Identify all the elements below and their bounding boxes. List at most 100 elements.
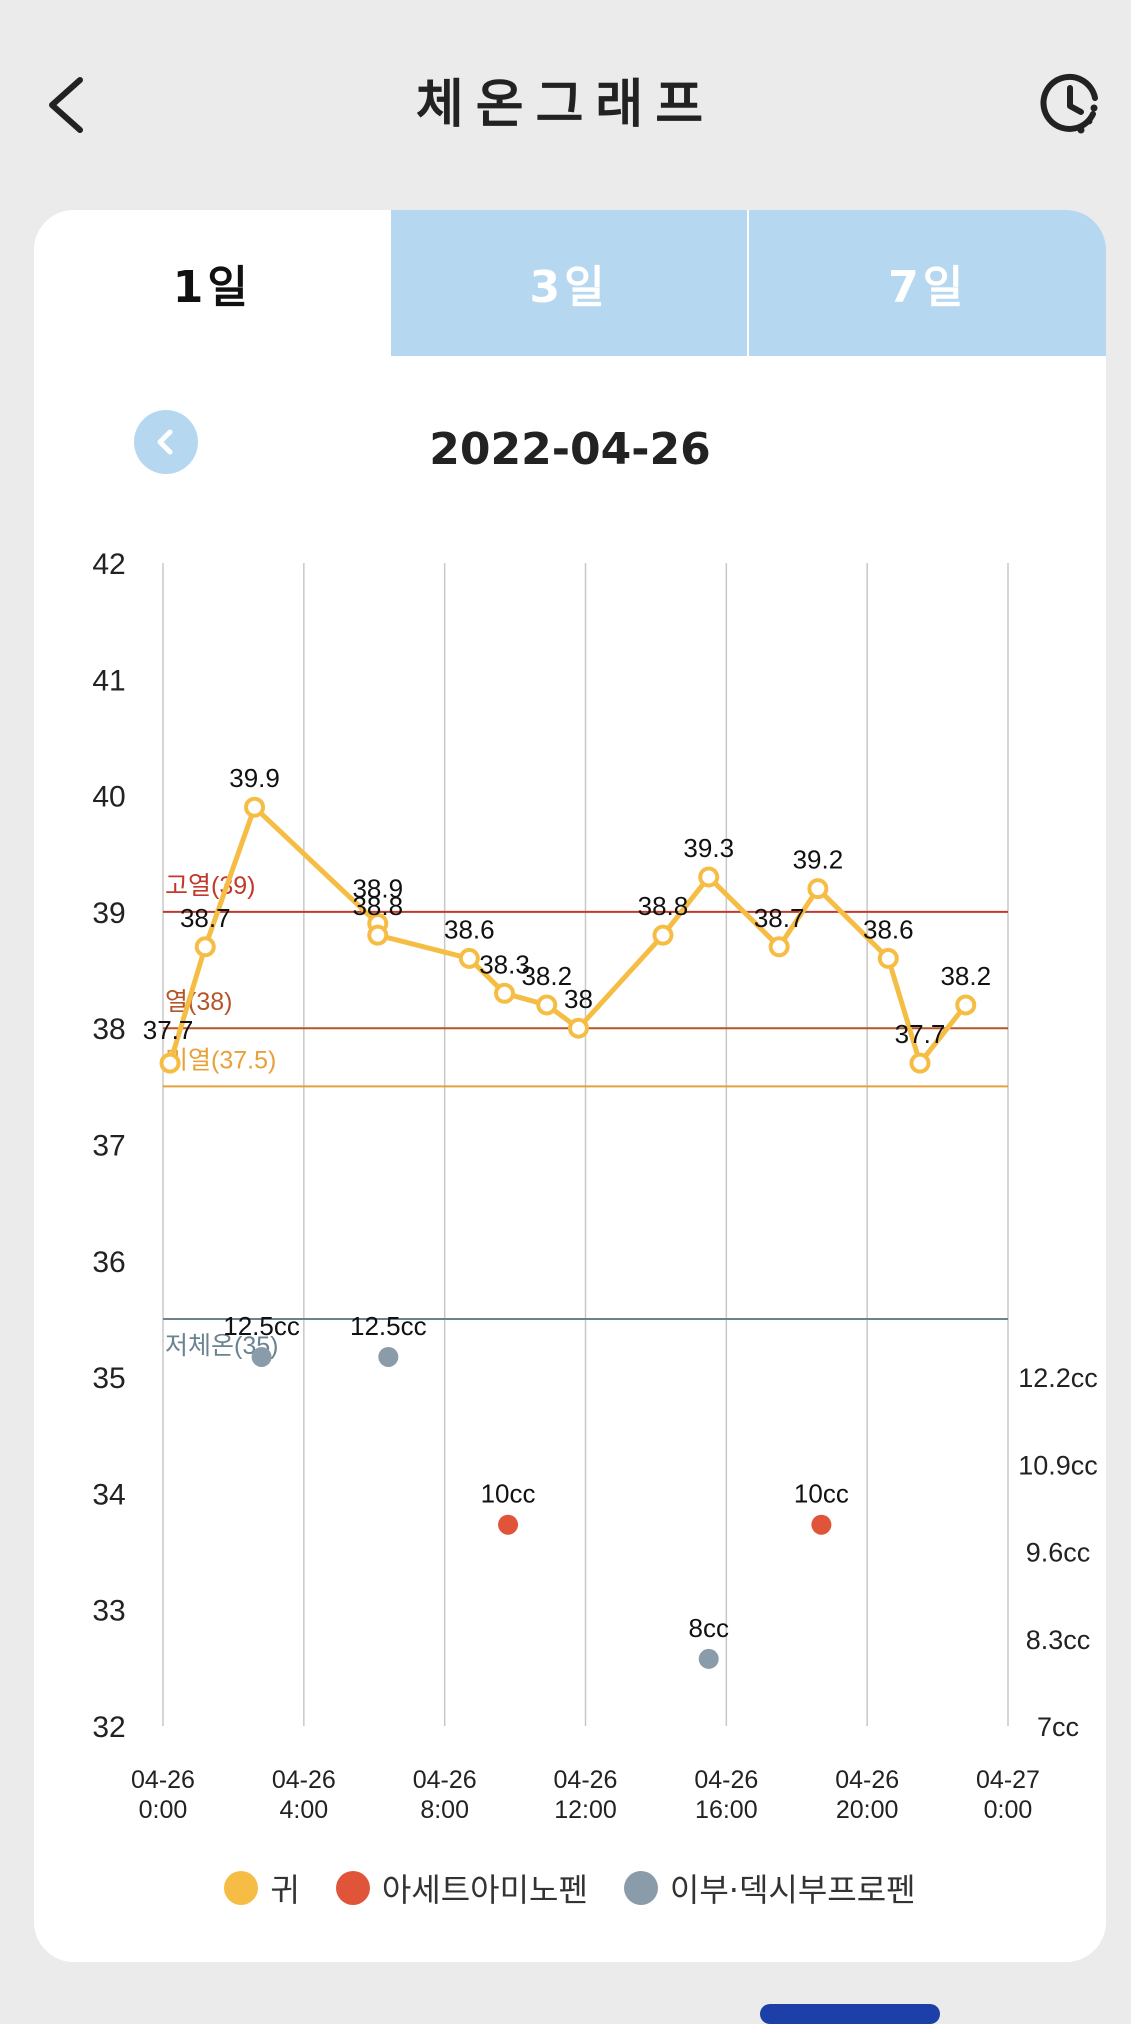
data-label-acetaminophen: 10cc (794, 1479, 849, 1509)
y-tick-label: 42 (92, 548, 125, 581)
data-label-ear: 38.9 (352, 874, 403, 904)
legend: 귀 아세트아미노펜 이부·덱시부프로펜 (34, 1858, 1106, 1918)
data-point-ear (768, 936, 790, 958)
x-tick-time: 0:00 (984, 1796, 1033, 1824)
data-point-ear (955, 994, 977, 1016)
chart-card: 1일 3일 7일 2022-04-26 42 41 40 39 38 37 36 35 34 33… (34, 210, 1106, 1962)
data-point-acetaminophen (498, 1514, 519, 1535)
x-tick-time: 8:00 (420, 1796, 469, 1824)
data-point-ear (194, 936, 216, 958)
y-tick-label: 37 (92, 1130, 125, 1163)
x-tick-time: 0:00 (139, 1796, 188, 1824)
y-tick-label: 36 (92, 1246, 125, 1279)
y2-tick-label: 7cc (1037, 1712, 1079, 1742)
data-label-ear: 38.6 (444, 914, 495, 944)
data-point-ear (494, 982, 516, 1004)
data-label-ear: 38.2 (940, 961, 991, 991)
data-point-ibuprofen (251, 1346, 272, 1367)
data-point-ear (159, 1052, 181, 1074)
data-point-ear (877, 947, 899, 969)
home-indicator (760, 2004, 940, 2024)
legend-dot-acetaminophen (335, 1871, 370, 1905)
clock-history-icon (1040, 74, 1098, 134)
y-tick-label: 32 (92, 1711, 125, 1744)
data-point-ear (536, 994, 558, 1016)
x-tick-date: 04-26 (131, 1766, 195, 1794)
legend-label-ear: 귀 (270, 1871, 300, 1909)
x-tick-date: 04-26 (272, 1766, 336, 1794)
y-tick-label: 33 (92, 1595, 125, 1628)
prev-date-button[interactable] (134, 410, 198, 474)
data-label-ibuprofen: 12.5cc (223, 1311, 300, 1341)
history-button[interactable] (1037, 72, 1103, 138)
tab-3-days[interactable]: 3일 (390, 210, 748, 356)
period-tabs: 1일 3일 7일 (34, 210, 1106, 356)
x-tick-time: 20:00 (836, 1796, 899, 1824)
data-label-ear: 38.6 (863, 914, 914, 944)
data-label-ear: 38.8 (352, 891, 403, 921)
temperature-chart: 42 41 40 39 38 37 36 35 34 33 32 12.2cc 10.9cc 9.6cc 8… (92, 548, 1098, 1824)
data-label-ear: 38.7 (754, 903, 805, 933)
data-label-ear: 39.2 (793, 845, 844, 875)
top-bar: 체온그래프 (0, 0, 1131, 200)
data-point-ear (367, 924, 389, 946)
date-label: 2022-04-26 (429, 424, 711, 475)
data-label-ear: 38 (564, 984, 593, 1014)
legend-dot-ibuprofen (623, 1871, 658, 1905)
legend-item-ear[interactable]: 귀 (224, 1865, 300, 1911)
data-point-ear (652, 924, 674, 946)
data-point-ear (698, 866, 720, 888)
data-label-ear: 38.7 (180, 903, 231, 933)
data-label-acetaminophen: 10cc (481, 1479, 536, 1509)
data-label-ibuprofen: 12.5cc (350, 1311, 427, 1341)
data-point-ear (909, 1052, 931, 1074)
y-tick-label: 40 (92, 781, 125, 814)
data-point-ear (244, 796, 266, 818)
chevron-left-icon (49, 77, 83, 133)
y2-tick-label: 9.6cc (1026, 1538, 1091, 1568)
legend-dot-ear (224, 1871, 259, 1905)
page-title: 체온그래프 (415, 75, 716, 135)
legend-label-acetaminophen: 아세트아미노펜 (381, 1871, 588, 1909)
x-tick-time: 16:00 (695, 1796, 758, 1824)
legend-item-ibuprofen[interactable]: 이부·덱시부프로펜 (623, 1865, 916, 1911)
data-label-ibuprofen: 8cc (688, 1613, 728, 1643)
data-point-ear (807, 878, 829, 900)
data-point-acetaminophen (811, 1514, 832, 1535)
chevron-left-icon (157, 429, 173, 455)
y-tick-label: 35 (92, 1362, 125, 1395)
data-point-ear (458, 947, 480, 969)
series-line-ear (167, 804, 968, 1066)
x-tick-date: 04-26 (694, 1766, 758, 1794)
data-label-ear: 38.3 (479, 949, 530, 979)
tab-1-day[interactable]: 1일 (34, 210, 391, 356)
x-tick-time: 4:00 (279, 1796, 328, 1824)
legend-label-ibuprofen: 이부·덱시부프로펜 (669, 1871, 916, 1909)
x-tick-date: 04-26 (413, 1766, 477, 1794)
y2-tick-label: 12.2cc (1018, 1363, 1098, 1393)
threshold-label: 미열(37.5) (165, 1046, 276, 1074)
data-label-ear: 39.9 (229, 763, 280, 793)
threshold-label: 열(38) (165, 988, 232, 1016)
data-point-ear (567, 1017, 589, 1039)
x-tick-date: 04-26 (835, 1766, 899, 1794)
threshold-label: 고열(39) (165, 872, 255, 900)
legend-item-acetaminophen[interactable]: 아세트아미노펜 (335, 1865, 588, 1911)
tab-7-days[interactable]: 7일 (747, 210, 1106, 356)
x-tick-date: 04-26 (554, 1766, 618, 1794)
y-tick-label: 34 (92, 1478, 125, 1511)
x-tick-time: 12:00 (554, 1796, 617, 1824)
x-tick-date: 04-27 (976, 1766, 1040, 1794)
data-label-ear: 39.3 (683, 833, 734, 863)
data-label-ear: 37.7 (895, 1019, 946, 1049)
y2-tick-label: 8.3cc (1026, 1625, 1091, 1655)
data-label-ear: 38.8 (638, 891, 689, 921)
back-button[interactable] (40, 70, 100, 140)
data-point-ibuprofen (698, 1648, 719, 1669)
data-label-ear: 37.7 (143, 1015, 194, 1045)
y2-tick-label: 10.9cc (1018, 1450, 1098, 1480)
y-tick-label: 41 (92, 664, 125, 697)
data-label-ear: 38.2 (521, 961, 572, 991)
y-tick-label: 39 (92, 897, 125, 930)
y-tick-label: 38 (92, 1013, 125, 1046)
